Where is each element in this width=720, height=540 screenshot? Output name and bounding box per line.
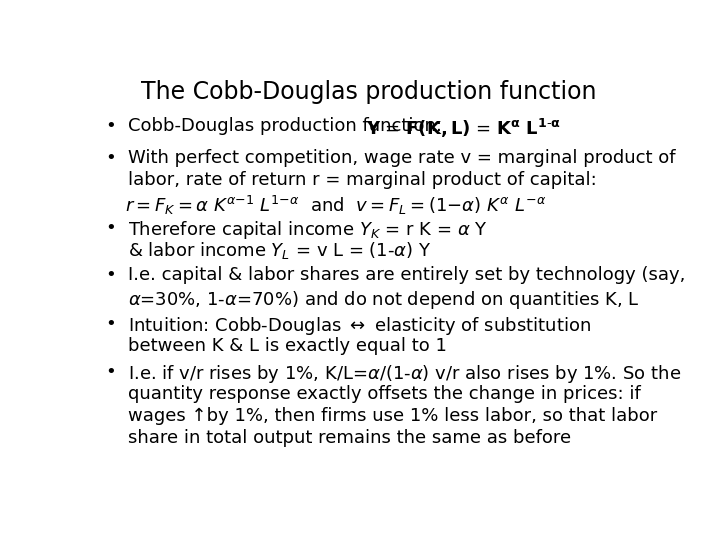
Text: labor, rate of return r = marginal product of capital:: labor, rate of return r = marginal produ…	[128, 171, 597, 189]
Text: Therefore capital income $Y_K$ = r K = $\alpha$ Y: Therefore capital income $Y_K$ = r K = $…	[128, 219, 487, 241]
Text: wages ↑by 1%, then firms use 1% less labor, so that labor: wages ↑by 1%, then firms use 1% less lab…	[128, 407, 657, 425]
Text: Cobb-Douglas production function:: Cobb-Douglas production function:	[128, 117, 454, 135]
Text: •: •	[106, 266, 117, 285]
Text: share in total output remains the same as before: share in total output remains the same a…	[128, 429, 571, 447]
Text: •: •	[106, 315, 117, 333]
Text: $r = F_K = \alpha\ K^{\alpha\mathregular{-}1}\ L^{1\mathregular{-}\alpha}$$\ \ \: $r = F_K = \alpha\ K^{\alpha\mathregular…	[125, 194, 546, 217]
Text: With perfect competition, wage rate v = marginal product of: With perfect competition, wage rate v = …	[128, 149, 675, 167]
Text: •: •	[106, 149, 117, 167]
Text: & labor income $Y_L$ = v L = (1-$\alpha$) Y: & labor income $Y_L$ = v L = (1-$\alpha$…	[128, 240, 431, 261]
Text: I.e. if v/r rises by 1%, K/L=$\alpha$/(1-$\alpha$) v/r also rises by 1%. So the: I.e. if v/r rises by 1%, K/L=$\alpha$/(1…	[128, 363, 681, 385]
Text: •: •	[106, 219, 117, 237]
Text: •: •	[106, 363, 117, 381]
Text: between K & L is exactly equal to 1: between K & L is exactly equal to 1	[128, 337, 447, 355]
Text: quantity response exactly offsets the change in prices: if: quantity response exactly offsets the ch…	[128, 385, 641, 403]
Text: $\mathbf{Y}$ = $\mathbf{F(K,L)}$ = $\mathbf{K^{\alpha}\ L^{1\text{-}\alpha}}$: $\mathbf{Y}$ = $\mathbf{F(K,L)}$ = $\mat…	[366, 117, 561, 140]
Text: •: •	[106, 117, 117, 135]
Text: $\alpha$=30%, 1-$\alpha$=70%) and do not depend on quantities K, L: $\alpha$=30%, 1-$\alpha$=70%) and do not…	[128, 288, 639, 310]
Text: The Cobb-Douglas production function: The Cobb-Douglas production function	[141, 80, 597, 104]
Text: Intuition: Cobb-Douglas $\leftrightarrow$ elasticity of substitution: Intuition: Cobb-Douglas $\leftrightarrow…	[128, 315, 591, 337]
Text: I.e. capital & labor shares are entirely set by technology (say,: I.e. capital & labor shares are entirely…	[128, 266, 685, 285]
